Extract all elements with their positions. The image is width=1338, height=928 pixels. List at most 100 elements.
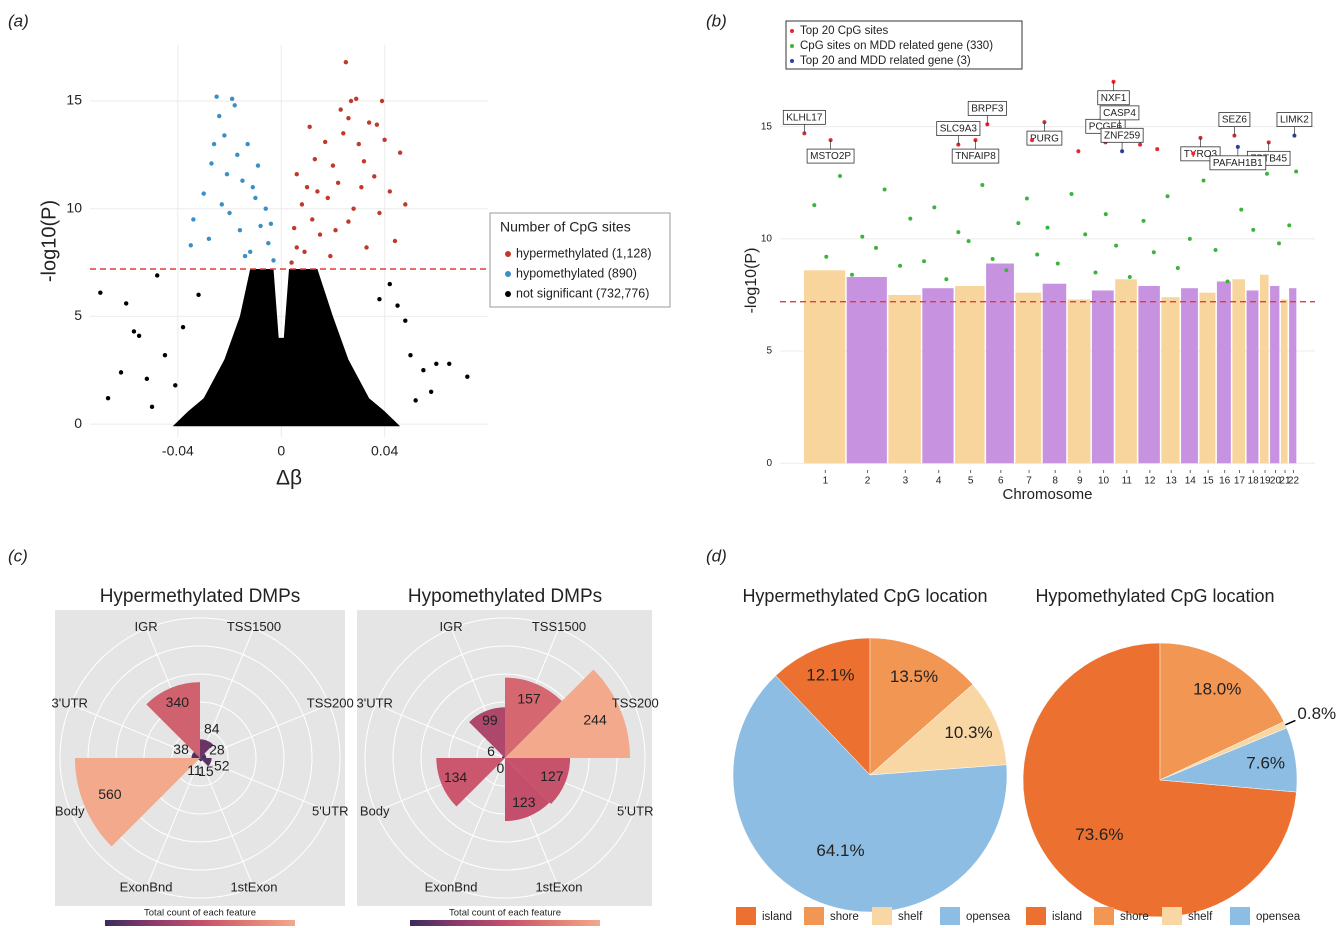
category-label: ExonBnd	[120, 880, 173, 895]
value-label: 0	[497, 760, 505, 776]
pie-slice	[732, 675, 1008, 913]
category-label: 5'UTR	[312, 803, 348, 818]
point	[242, 253, 248, 259]
chromosome-density	[804, 270, 846, 464]
point	[229, 96, 235, 102]
gene-label: TNFAIP8	[955, 151, 996, 162]
point	[263, 206, 268, 211]
value-label: 0.8%	[1297, 704, 1336, 723]
chart-title: Hypomethylated DMPs	[408, 586, 602, 607]
category-label: Body	[55, 803, 85, 818]
polar-bar	[200, 739, 214, 758]
legend-label: Top 20 and MDD related gene (3)	[800, 55, 971, 67]
legend-label: island	[1052, 911, 1082, 923]
x-tick-label: 7	[1026, 476, 1032, 487]
point	[1201, 178, 1206, 183]
chromosome-density	[1015, 292, 1042, 464]
polar-bar	[200, 753, 207, 758]
point	[1076, 149, 1081, 154]
point	[966, 239, 971, 244]
polar-bar	[469, 707, 505, 758]
point	[1004, 268, 1009, 273]
value-label: 244	[583, 711, 607, 727]
point	[413, 398, 418, 403]
point	[374, 122, 380, 127]
legend-title: Number of CpG sites	[500, 219, 631, 235]
point	[333, 228, 338, 233]
panel-label: (a)	[8, 11, 29, 30]
gene-label: NXF1	[1101, 93, 1127, 104]
point	[1024, 196, 1029, 201]
x-tick-label: 20	[1270, 476, 1282, 487]
point	[255, 163, 261, 168]
x-tick-label: 12	[1144, 476, 1156, 487]
point	[397, 150, 403, 155]
point	[222, 133, 227, 138]
chromosome-density	[1181, 288, 1198, 464]
legend-marker	[505, 291, 511, 297]
legend-marker	[790, 59, 794, 63]
gene-label: ZBTB45	[1250, 153, 1287, 164]
x-tick-label: 15	[1203, 476, 1215, 487]
point	[1165, 194, 1170, 199]
point	[824, 254, 829, 259]
point	[465, 374, 470, 379]
legend-marker	[505, 251, 511, 257]
gene-label: CASP4	[1103, 108, 1136, 119]
panel-label: (b)	[706, 11, 727, 30]
polar-bar	[200, 758, 203, 762]
legend-swatch	[1162, 907, 1182, 925]
legend-swatch	[1026, 907, 1046, 925]
label-leader	[1285, 719, 1296, 726]
y-axis-label: -log10(P)	[743, 248, 760, 314]
point	[196, 292, 201, 298]
gene-label-box	[1100, 127, 1144, 143]
point	[1175, 266, 1180, 271]
point	[253, 195, 258, 201]
point	[304, 184, 310, 190]
polar-spoke	[450, 757, 506, 888]
gene-label: TYRO3	[1184, 149, 1218, 160]
value-label: 11	[187, 762, 202, 778]
colorbar	[105, 920, 295, 926]
point	[1093, 270, 1098, 275]
point	[428, 389, 434, 394]
gene-label: LIMK2	[1280, 115, 1309, 126]
gene-label-box	[951, 148, 1000, 164]
point	[1069, 191, 1074, 196]
category-label: 3'UTR	[52, 695, 88, 710]
x-tick-label: 3	[903, 476, 909, 487]
legend-label: Top 20 CpG sites	[800, 25, 888, 37]
y-tick-label: 0	[766, 458, 772, 469]
point	[359, 184, 364, 190]
point	[98, 290, 103, 295]
point	[123, 301, 129, 306]
point	[235, 152, 240, 158]
pie-slice	[1159, 642, 1285, 781]
chromosome-density	[1246, 290, 1259, 464]
gene-label-box	[1099, 105, 1140, 121]
legend-label: not significant (732,776)	[516, 286, 649, 300]
value-label: 134	[444, 769, 468, 785]
chart-title: Hypomethylated CpG location	[1035, 586, 1274, 606]
colorbar	[410, 920, 600, 926]
x-tick-label: 0.04	[371, 443, 398, 459]
point	[217, 113, 222, 119]
legend-label: hypermethylated (1,128)	[516, 246, 652, 260]
point	[1141, 218, 1146, 223]
point	[268, 221, 274, 226]
point	[1035, 252, 1040, 257]
chromosome-density	[1232, 279, 1246, 464]
point	[248, 249, 253, 254]
point	[353, 96, 359, 102]
gene-label-box	[967, 100, 1007, 116]
point	[343, 60, 349, 65]
x-tick-label: -0.04	[162, 443, 194, 459]
gene-label-box	[1209, 155, 1267, 171]
x-tick-label: 4	[936, 476, 942, 487]
point	[379, 98, 385, 104]
chart-title: Hypermethylated DMPs	[100, 586, 301, 607]
chromosome-density	[1259, 274, 1269, 464]
point	[294, 245, 299, 250]
gene-label: SEZ6	[1222, 115, 1247, 126]
